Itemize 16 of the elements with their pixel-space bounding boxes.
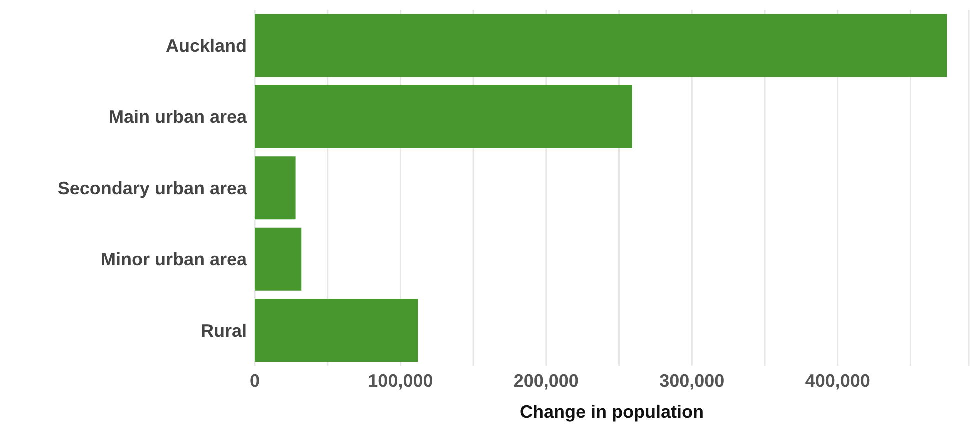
bar [255, 156, 296, 220]
y-tick-label: Main urban area [108, 107, 248, 128]
x-tick-label: 0 [250, 370, 260, 391]
x-tick-label: 200,000 [514, 370, 579, 391]
x-tick-label: 100,000 [368, 370, 434, 391]
y-tick-label: Minor urban area [100, 250, 248, 270]
y-tick-label: Auckland [166, 36, 247, 56]
y-tick-label: Secondary urban area [58, 178, 248, 198]
x-axis-title: Change in population [520, 402, 704, 422]
x-tick-label: 400,000 [805, 370, 870, 391]
bar [255, 14, 948, 78]
y-tick-label: Rural [200, 320, 247, 341]
bar [255, 85, 632, 148]
bar [255, 299, 418, 362]
x-tick-label: 300,000 [660, 370, 725, 391]
bar [255, 228, 302, 291]
